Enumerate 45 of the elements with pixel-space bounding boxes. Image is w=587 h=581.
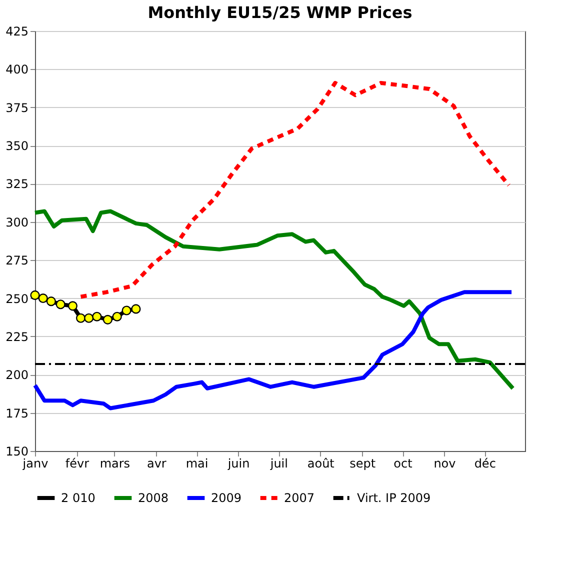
y-tick-label: 200 bbox=[6, 368, 28, 382]
line-series bbox=[78, 80, 511, 299]
point bbox=[46, 296, 56, 306]
x-tick-label: janv bbox=[22, 456, 48, 470]
legend-label: 2 010 bbox=[61, 491, 96, 505]
y-tick-label: 225 bbox=[6, 330, 28, 344]
point bbox=[102, 314, 112, 324]
legend-label: 2008 bbox=[138, 491, 169, 505]
y-tick-label: 175 bbox=[6, 406, 28, 420]
x-tick-label: août bbox=[307, 456, 335, 470]
point bbox=[92, 312, 102, 322]
x-tick-label: sept bbox=[350, 456, 376, 470]
legend-label: 2007 bbox=[284, 491, 315, 505]
x-tick-label: mars bbox=[100, 456, 130, 470]
x-tick-label: nov bbox=[434, 456, 456, 470]
point bbox=[38, 294, 48, 304]
legend-label: 2009 bbox=[211, 491, 242, 505]
x-tick-label: mai bbox=[186, 456, 208, 470]
chart-title: Monthly EU15/25 WMP Prices bbox=[148, 3, 412, 22]
y-tick-label: 325 bbox=[6, 177, 28, 192]
x-tick-label: déc bbox=[474, 456, 496, 470]
point bbox=[68, 301, 78, 311]
y-tick-label: 375 bbox=[6, 100, 28, 115]
y-tick-label: 350 bbox=[6, 139, 28, 154]
y-tick-label: 300 bbox=[6, 215, 28, 230]
point bbox=[84, 313, 94, 323]
y-tick-label: 250 bbox=[6, 292, 28, 306]
x-tick-label: avr bbox=[146, 456, 166, 470]
legend-label: Virt. IP 2009 bbox=[357, 491, 431, 505]
y-tick-label: 275 bbox=[6, 254, 28, 268]
line-series bbox=[33, 209, 515, 390]
x-tick-label: juin bbox=[226, 456, 250, 470]
y-tick-label: 150 bbox=[6, 444, 28, 458]
point bbox=[56, 300, 66, 310]
point bbox=[131, 304, 141, 314]
point bbox=[112, 312, 122, 322]
line-series bbox=[33, 290, 514, 410]
y-tick-label: 425 bbox=[6, 24, 28, 38]
x-tick-label: févr bbox=[65, 456, 90, 470]
point bbox=[122, 306, 132, 316]
x-tick-label: juil bbox=[269, 456, 288, 470]
point bbox=[76, 313, 86, 323]
y-tick-label: 400 bbox=[6, 62, 28, 77]
point bbox=[30, 290, 40, 300]
x-tick-label: oct bbox=[394, 456, 413, 470]
